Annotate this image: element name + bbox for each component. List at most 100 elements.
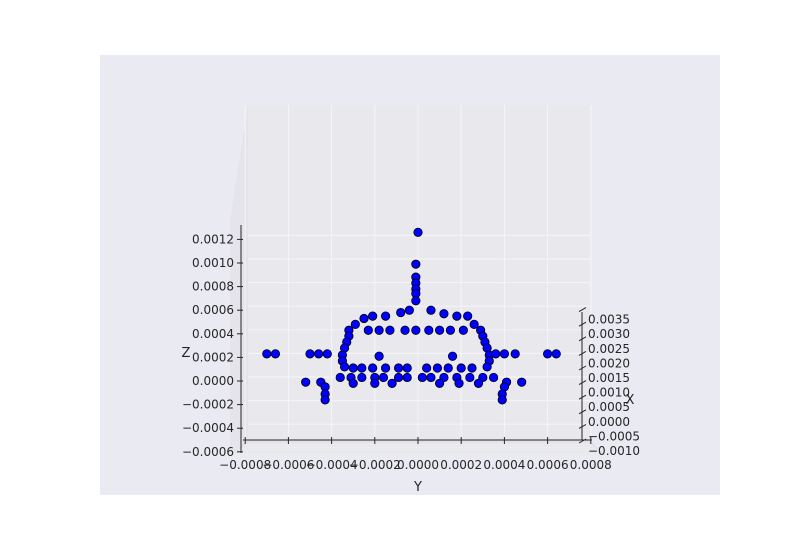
scatter-point [510,349,520,359]
scatter-point [517,377,527,387]
scatter-point [301,377,311,387]
scatter-point [357,372,367,383]
scatter-point [396,307,406,318]
scatter-point [417,372,427,383]
scatter-point [262,349,272,359]
x-tick-mark [578,336,587,342]
scatter-point [413,227,423,237]
scatter-point [434,325,445,335]
scatter-point [400,325,410,335]
data-points [262,227,561,405]
scatter-point [385,325,395,335]
scatter-point [368,363,378,373]
scatter-point [456,363,466,373]
scatter-point [368,311,378,321]
left-pane [230,105,248,455]
scatter-point [393,372,404,383]
y-tick-label: −0.0008 [219,458,271,472]
scatter-point [469,319,479,329]
x-tick-label: 0.0020 [588,356,630,370]
scatter-point [322,349,332,359]
x-tick-label: 0.0005 [588,400,630,414]
scatter-point [426,305,436,315]
scatter-point [335,372,345,383]
scatter-point [473,378,484,388]
scatter-point [348,378,358,388]
y-tick-label: −0.0004 [306,458,358,472]
scatter-point [380,311,391,321]
y-tick-label: 0.0000 [397,458,439,472]
y-tick-label: 0.0006 [527,458,569,472]
scatter-point [374,351,384,361]
scatter-point [491,349,501,359]
scatter-point [454,378,464,388]
scatter-point [393,363,404,373]
scatter-point [499,349,509,359]
scatter-point [497,395,507,405]
y-tick-label: −0.0006 [262,458,314,472]
scatter-point [370,378,380,388]
z-tick-label: 0.0008 [192,280,234,294]
scatter-point [380,363,391,373]
x-tick-mark [578,380,587,386]
scatter-point [445,325,455,335]
z-tick-label: 0.0006 [192,303,234,317]
z-tick-label: −0.0004 [182,421,234,435]
x-tick-label: 0.0025 [588,342,630,356]
x-tick-mark [578,321,587,327]
x-tick-label: 0.0000 [588,415,630,429]
scatter-point [378,372,389,383]
back-pane [248,105,590,440]
y-tick-label: 0.0004 [483,458,525,472]
scatter-point [411,325,421,335]
scatter-point [339,362,350,372]
scatter-point [465,372,475,383]
scatter-point [350,319,360,329]
x-tick-label: 0.0010 [588,386,630,400]
scatter-point [432,363,443,373]
x-tick-label: 0.0015 [588,371,630,385]
scatter-point [359,313,369,324]
scatter-point [422,363,432,373]
x-tick-mark [578,409,587,415]
z-tick-label: 0.0004 [192,327,234,341]
y-tick-label: 0.0002 [440,458,482,472]
scatter-point [542,349,553,359]
y-tick-label: 0.0008 [570,458,612,472]
z-axis: −0.0006 −0.0004 −0.0002 0.0000 0.0002 0.0004 0… [182,225,243,459]
scatter-point [426,372,436,383]
scatter-point [434,378,445,388]
x-tick-label: 0.0035 [588,313,630,327]
x-tick-mark [578,307,587,313]
x-tick-label: 0.0030 [588,327,630,341]
scatter-point [488,372,499,383]
scatter-point [463,311,473,321]
scatter-point [467,363,477,373]
x-tick-mark [578,394,587,400]
scatter-point [348,363,358,373]
x-tick-mark [578,350,587,356]
y-axis-label: Y [413,480,422,495]
scatter-point [305,349,315,359]
x-tick-mark [578,438,587,444]
scatter-point [387,378,397,388]
z-tick-label: 0.0002 [192,350,234,364]
z-tick-label: 0.0000 [192,374,234,388]
z-tick-label: −0.0006 [182,445,234,459]
x-axis: −0.0010−0.00050.00000.00050.00100.00150.… [578,307,640,458]
x-tick-label: −0.0005 [588,429,640,443]
scatter-point [551,349,561,359]
z-tick-label: −0.0002 [182,398,234,412]
scatter-point [374,325,384,335]
scatter-point [357,363,367,373]
scatter-point [447,351,458,361]
scatter-point [314,349,324,359]
scatter-point [404,305,414,315]
scatter-point [482,362,492,372]
z-tick-label: 0.0012 [192,232,234,246]
z-tick-label: 0.0010 [192,256,234,270]
x-axis-label: X [626,393,635,408]
scatter-point [458,325,468,335]
